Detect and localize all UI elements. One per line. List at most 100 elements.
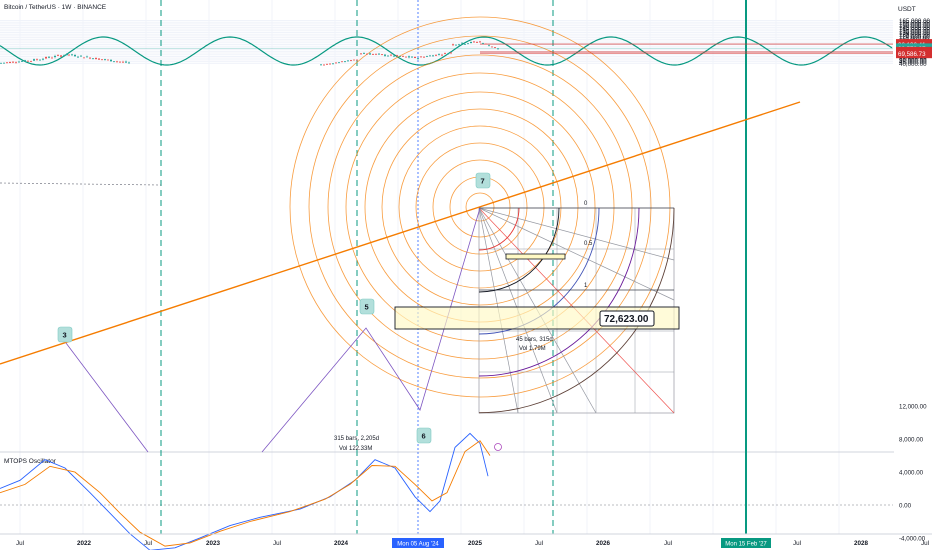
time-axis[interactable]: Jul 2022 Jul 2023 Jul 2024 Jul 2025 Jul 2026 Jul 20… bbox=[0, 533, 932, 548]
candle-body bbox=[363, 53, 365, 54]
candle-body bbox=[467, 43, 469, 45]
candle-body bbox=[116, 61, 118, 63]
fib-circle bbox=[465, 192, 495, 222]
candle-body bbox=[110, 59, 112, 62]
candle-body bbox=[482, 43, 484, 44]
oscillator-title: MTOPS Oscillator bbox=[4, 458, 57, 465]
candle-body bbox=[122, 61, 124, 63]
candle-body bbox=[113, 61, 115, 63]
candle-body bbox=[399, 56, 401, 58]
cycle-sine-wave bbox=[0, 36, 893, 66]
price-tick: 55,000.00 bbox=[899, 56, 927, 63]
candle-body bbox=[426, 56, 428, 58]
candle-body bbox=[438, 54, 440, 56]
candle-body bbox=[408, 56, 410, 58]
candle-body bbox=[473, 41, 475, 43]
candle-body bbox=[485, 43, 487, 45]
crosshair-date-bg bbox=[392, 538, 444, 548]
time-tick: 2024 bbox=[334, 540, 349, 547]
time-tick: 2022 bbox=[77, 540, 92, 547]
candle-body bbox=[104, 59, 106, 60]
price-label: 69,586.73 bbox=[898, 51, 926, 58]
event-icon bbox=[494, 443, 502, 451]
candle-body bbox=[452, 44, 454, 46]
candle-body bbox=[350, 60, 352, 61]
candle-body bbox=[375, 53, 377, 55]
candle-body bbox=[387, 55, 389, 57]
cycle-date: Mon 15 Feb '27 bbox=[725, 542, 767, 548]
candle-body bbox=[344, 61, 346, 63]
candle-body bbox=[390, 54, 392, 56]
currency-label: USDT bbox=[898, 6, 916, 13]
candle-body bbox=[441, 54, 443, 56]
wave-marker bbox=[57, 326, 73, 343]
fib-label-05: 0.5 bbox=[584, 241, 593, 247]
price-tick: 115,000.00 bbox=[899, 35, 930, 42]
cycle-sine bbox=[0, 36, 893, 66]
measure-vol-right: Vol 1.79M bbox=[519, 346, 546, 352]
fib-circle bbox=[432, 159, 528, 255]
candle-body bbox=[326, 63, 328, 65]
candle-body bbox=[320, 64, 322, 66]
candle-body bbox=[21, 61, 23, 63]
price-tick: 135,000.00 bbox=[899, 28, 931, 35]
oscillator-orange bbox=[0, 440, 491, 547]
measure-vol-left: Vol 122.33M bbox=[339, 446, 372, 452]
candle-body bbox=[356, 59, 358, 61]
candle-body bbox=[42, 58, 44, 60]
candle-body bbox=[335, 62, 337, 64]
candles bbox=[0, 40, 499, 66]
candle-body bbox=[24, 60, 26, 62]
candle-body bbox=[128, 62, 130, 64]
time-tick: Jul bbox=[273, 540, 281, 547]
wave-marker bbox=[475, 172, 491, 189]
fib-circle bbox=[327, 54, 633, 360]
candle-body bbox=[429, 55, 431, 57]
candle-body bbox=[71, 54, 73, 56]
candle-body bbox=[450, 52, 452, 54]
candle-body bbox=[15, 62, 17, 64]
candle-body bbox=[51, 57, 53, 59]
price-axis[interactable]: 96,136.4183,578.2773,457.1669,586.73165,… bbox=[894, 0, 932, 550]
candle-body bbox=[92, 58, 94, 60]
candle-body bbox=[455, 44, 457, 46]
candle-body bbox=[66, 53, 68, 56]
oscillator-tick: 12,000.00 bbox=[899, 404, 927, 411]
candle-body bbox=[332, 63, 334, 65]
time-tick: Jul bbox=[144, 540, 152, 547]
price-tick: 160,000.00 bbox=[899, 20, 931, 27]
candle-body bbox=[18, 61, 20, 63]
long-trendline bbox=[0, 101, 801, 365]
candle-body bbox=[378, 53, 380, 55]
candle-body bbox=[98, 58, 100, 60]
price-tick: 40,000.00 bbox=[899, 61, 927, 68]
candle-body bbox=[0, 62, 2, 64]
candle-body bbox=[417, 58, 419, 60]
wave-line bbox=[65, 342, 149, 453]
candle-body bbox=[476, 42, 478, 43]
candle-body bbox=[60, 55, 62, 57]
candle-body bbox=[33, 59, 35, 61]
candle-body bbox=[366, 53, 368, 55]
cycle-date-bg bbox=[721, 538, 771, 548]
candle-body bbox=[411, 56, 413, 58]
oscillator-tick: -4,000.00 bbox=[899, 535, 926, 542]
dotted-level bbox=[0, 182, 162, 186]
price-tick: 145,000.00 bbox=[899, 25, 931, 32]
candle-body bbox=[458, 44, 460, 46]
candle-body bbox=[80, 55, 82, 57]
oscillator-pane: MTOPS Oscillator bbox=[0, 451, 932, 506]
time-tick: Jul bbox=[793, 540, 801, 547]
price-callout: 72,623.00 bbox=[604, 314, 649, 325]
fib-circles bbox=[289, 16, 671, 398]
candle-body bbox=[470, 41, 472, 44]
fib-label-0: 0 bbox=[584, 201, 588, 207]
candle-body bbox=[369, 53, 371, 55]
candle-body bbox=[3, 62, 5, 64]
fan-arc bbox=[478, 207, 600, 335]
candle-body bbox=[9, 61, 11, 63]
oscillator-blue bbox=[0, 432, 489, 550]
wave-marker-label: 7 bbox=[481, 177, 485, 186]
wave-marker-label: 5 bbox=[365, 303, 369, 312]
